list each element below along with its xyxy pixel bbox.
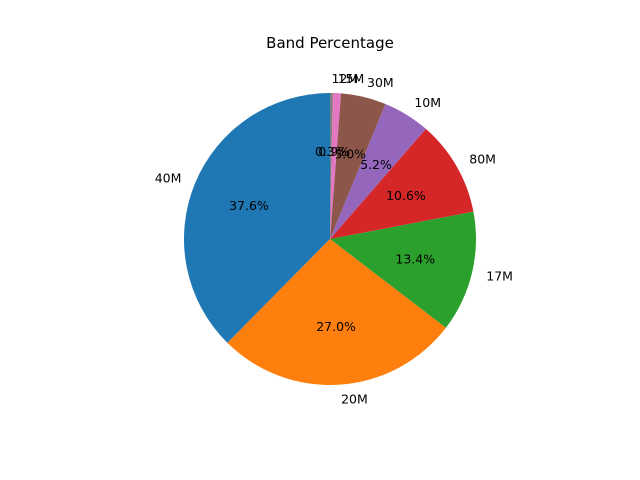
slice-label-17M: 17M [486, 269, 513, 284]
pie-slice-15M [330, 93, 341, 239]
chart-title: Band Percentage [266, 34, 394, 52]
slice-percent-20M: 27.0% [316, 319, 356, 334]
slice-label-12M: 12M [332, 71, 359, 86]
pie-slice-10M [330, 103, 426, 239]
slice-label-10M: 10M [414, 95, 441, 110]
slice-label-15M: 15M [338, 71, 365, 86]
pie-slice-80M [330, 128, 474, 239]
pie-slice-20M [227, 239, 446, 385]
slice-percent-30M: 5.0% [334, 146, 366, 161]
slice-label-80M: 80M [469, 151, 496, 166]
pie-slice-40M [184, 93, 330, 343]
slice-label-30M: 30M [367, 75, 394, 90]
pie-slice-12M [330, 93, 333, 239]
slice-label-40M: 40M [155, 171, 182, 186]
slice-percent-10M: 5.2% [360, 157, 392, 172]
slice-percent-80M: 10.6% [386, 188, 426, 203]
slice-label-20M: 20M [341, 392, 368, 407]
slice-percent-17M: 13.4% [395, 252, 435, 267]
pie-slice-30M [330, 93, 386, 239]
slice-percent-15M: 0.9% [318, 144, 350, 159]
slice-percent-40M: 37.6% [229, 198, 269, 213]
pie-slice-17M [330, 211, 476, 328]
slice-percent-12M: 0.3% [315, 144, 347, 159]
